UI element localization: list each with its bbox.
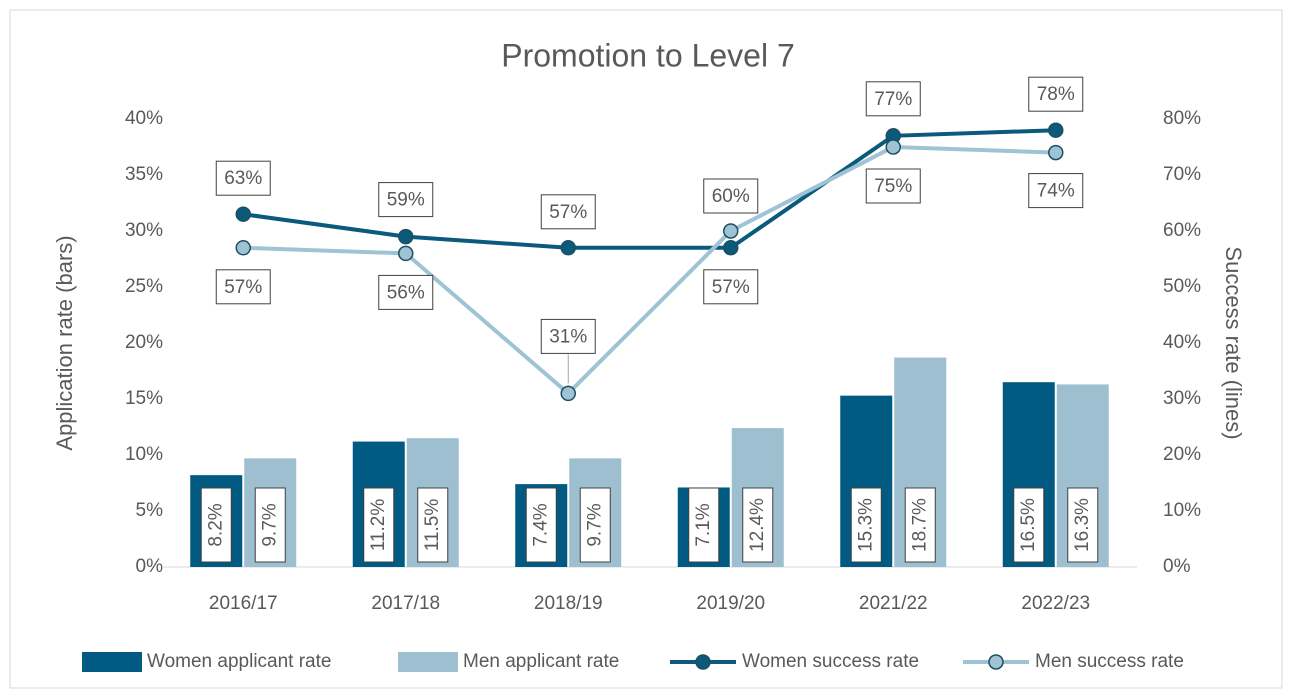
bar-value-label: 12.4% (747, 498, 768, 552)
y2-tick-label: 50% (1163, 276, 1201, 297)
bar-label-box (688, 487, 720, 563)
line-value-label: 74% (1037, 181, 1075, 202)
bar-label-box (579, 487, 611, 563)
line-label-box (1028, 173, 1084, 209)
x-tick-label: 2018/19 (534, 593, 603, 614)
line-label-box (540, 318, 596, 354)
line-value-label: 57% (549, 202, 587, 223)
legend-swatch (398, 652, 458, 672)
line-label-box (215, 269, 271, 305)
y-tick-label: 10% (125, 444, 163, 465)
line-label-box (703, 269, 759, 305)
legend-label: Men success rate (1035, 651, 1184, 672)
bar-label-box (200, 487, 232, 563)
line-marker (398, 245, 414, 262)
bar-value-label: 7.4% (530, 503, 551, 546)
bar-label-box (1013, 487, 1045, 563)
line-marker (885, 139, 901, 155)
bar-label-box (1067, 487, 1099, 563)
bar-value-label: 16.5% (1018, 498, 1039, 552)
y2-tick-label: 70% (1163, 164, 1201, 185)
bar-label-box (363, 487, 395, 563)
y-tick-label: 30% (125, 220, 163, 241)
legend-swatch (82, 652, 142, 672)
line (242, 128, 1056, 250)
line-marker (235, 240, 251, 256)
bar-label-box (254, 487, 286, 563)
line-marker (723, 223, 739, 239)
line-marker (560, 240, 576, 256)
line-label-box (1028, 76, 1084, 112)
line-marker (1048, 144, 1064, 161)
line-marker (235, 206, 251, 222)
legend-label: Women success rate (742, 651, 919, 672)
line-marker (398, 228, 414, 245)
bar-label-box (904, 487, 936, 563)
bar-label-box (742, 487, 774, 563)
x-tick-label: 2019/20 (696, 593, 765, 614)
line-value-label: 78% (1037, 84, 1075, 105)
line-label-box (378, 274, 434, 310)
line-value-label: 60% (712, 186, 750, 207)
bar-value-label: 16.3% (1072, 498, 1093, 552)
chart-title: Promotion to Level 7 (501, 37, 795, 73)
bar-label-box (850, 487, 882, 563)
line-value-label: 77% (874, 89, 912, 110)
y-tick-label: 15% (125, 388, 163, 409)
bar-value-label: 11.5% (422, 499, 443, 552)
y2-tick-label: 80% (1163, 108, 1201, 129)
y-tick-label: 25% (125, 276, 163, 297)
y2-tick-label: 40% (1163, 332, 1201, 353)
x-tick-label: 2022/23 (1021, 593, 1090, 614)
line-marker (723, 240, 739, 256)
legend-marker (988, 654, 1004, 670)
x-tick-label: 2016/17 (209, 593, 278, 614)
line-value-label: 57% (712, 277, 750, 298)
line-label-box (865, 81, 921, 117)
bar-value-label: 18.7% (909, 498, 930, 552)
y-axis-title: Application rate (bars) (52, 235, 77, 450)
line-label-box (703, 178, 759, 214)
line-value-label: 56% (387, 282, 425, 303)
y2-tick-label: 30% (1163, 388, 1201, 409)
y-tick-label: 20% (125, 332, 163, 353)
line (243, 144, 1056, 397)
line-value-label: 57% (224, 277, 262, 298)
line-label-box (378, 182, 434, 218)
line-label-box (865, 168, 921, 204)
bar-value-label: 9.7% (584, 503, 605, 546)
legend-label: Men applicant rate (463, 651, 619, 672)
y2-axis-title: Success rate (lines) (1221, 246, 1246, 439)
legend-marker (695, 654, 711, 670)
y2-tick-label: 60% (1163, 220, 1201, 241)
bar-value-label: 8.2% (205, 503, 226, 546)
y2-tick-label: 10% (1163, 500, 1201, 521)
line-label-box (215, 160, 271, 196)
line-value-label: 31% (549, 326, 587, 347)
line-marker (560, 385, 576, 402)
line-marker (1048, 122, 1064, 138)
line-label-box (540, 194, 596, 230)
y2-tick-label: 20% (1163, 444, 1201, 465)
bar-value-label: 11.2% (368, 499, 389, 552)
y-tick-label: 0% (136, 556, 164, 577)
x-tick-label: 2017/18 (371, 593, 440, 614)
line-value-label: 63% (224, 168, 262, 189)
y-tick-label: 35% (125, 164, 163, 185)
line-value-label: 75% (874, 176, 912, 197)
chart-border (9, 9, 1283, 689)
bar-value-label: 7.1% (693, 503, 714, 546)
y-tick-label: 5% (136, 500, 164, 521)
x-tick-label: 2021/22 (859, 593, 928, 614)
line-value-label: 59% (387, 190, 425, 211)
bar-value-label: 9.7% (259, 503, 280, 546)
bar-label-box (417, 487, 449, 563)
bar-value-label: 15.3% (855, 498, 876, 552)
y-tick-label: 40% (125, 108, 163, 129)
y2-tick-label: 0% (1163, 556, 1191, 577)
legend-label: Women applicant rate (147, 651, 331, 672)
bar-label-box (525, 487, 557, 563)
